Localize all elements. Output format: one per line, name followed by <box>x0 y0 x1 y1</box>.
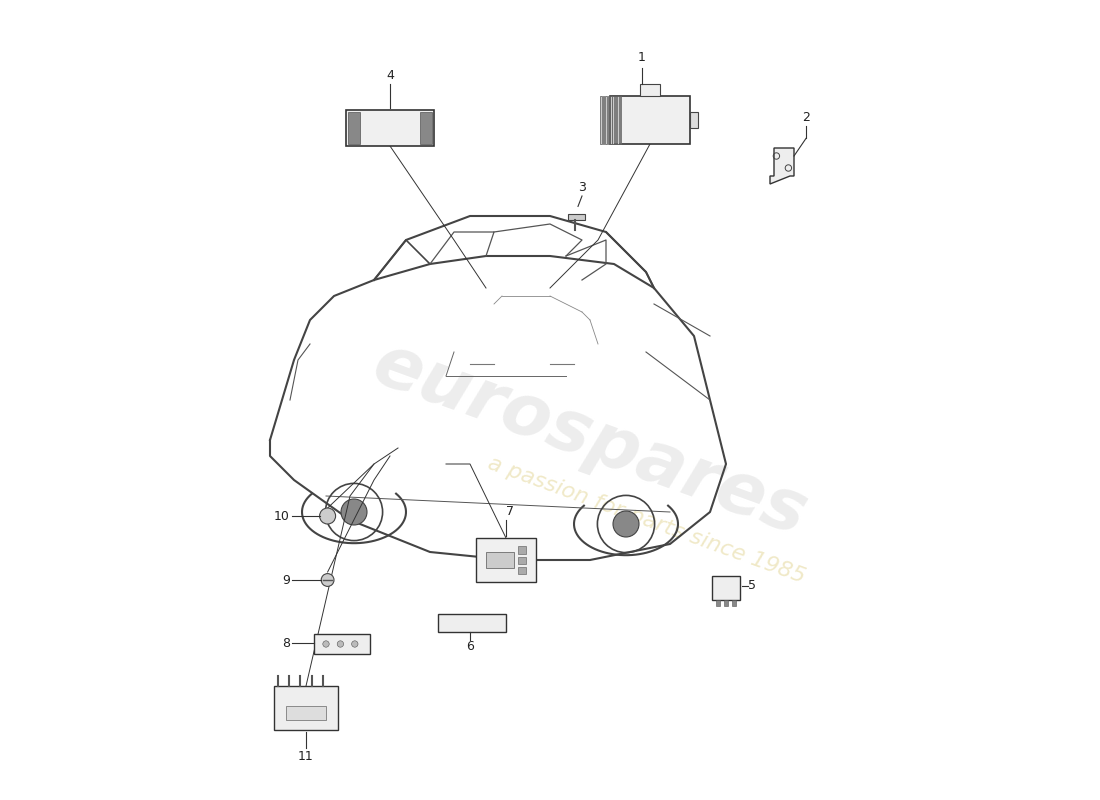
Bar <box>610 96 612 144</box>
Bar <box>615 96 616 144</box>
Bar <box>518 567 526 574</box>
Bar <box>712 576 740 600</box>
Bar <box>286 706 326 720</box>
Bar <box>518 546 526 554</box>
Text: eurospares: eurospares <box>364 330 816 550</box>
Bar <box>725 600 728 606</box>
Text: 2: 2 <box>802 111 810 124</box>
Circle shape <box>341 499 367 525</box>
Text: 6: 6 <box>466 640 474 653</box>
Bar <box>617 96 619 144</box>
Polygon shape <box>770 148 794 184</box>
Text: 11: 11 <box>298 750 314 763</box>
Text: 3: 3 <box>579 181 586 194</box>
Bar <box>420 111 432 144</box>
Bar <box>601 96 602 144</box>
Text: 10: 10 <box>274 510 290 522</box>
Bar <box>607 96 609 144</box>
Bar <box>733 600 736 606</box>
Circle shape <box>321 574 334 586</box>
Text: 1: 1 <box>638 51 646 64</box>
Circle shape <box>613 511 639 537</box>
Bar <box>690 112 698 128</box>
Bar <box>716 600 720 606</box>
Bar <box>610 96 690 144</box>
Bar <box>640 84 660 96</box>
Bar <box>486 552 514 568</box>
Bar <box>619 96 622 144</box>
Text: 9: 9 <box>282 574 290 586</box>
Bar <box>438 614 506 632</box>
Bar <box>603 96 604 144</box>
Bar <box>314 634 370 654</box>
Bar <box>476 538 536 582</box>
Bar <box>518 557 526 564</box>
Circle shape <box>352 641 358 647</box>
Bar <box>348 111 360 144</box>
Bar <box>346 110 434 146</box>
Circle shape <box>338 641 343 647</box>
Bar <box>568 214 585 220</box>
Circle shape <box>320 508 336 524</box>
Text: a passion for parts since 1985: a passion for parts since 1985 <box>484 453 807 587</box>
Text: 7: 7 <box>506 505 514 518</box>
Text: 8: 8 <box>282 637 290 650</box>
Bar <box>274 686 338 730</box>
Circle shape <box>322 641 329 647</box>
Bar <box>613 96 614 144</box>
Text: 4: 4 <box>386 69 394 82</box>
Text: 5: 5 <box>748 579 757 592</box>
Bar <box>605 96 607 144</box>
